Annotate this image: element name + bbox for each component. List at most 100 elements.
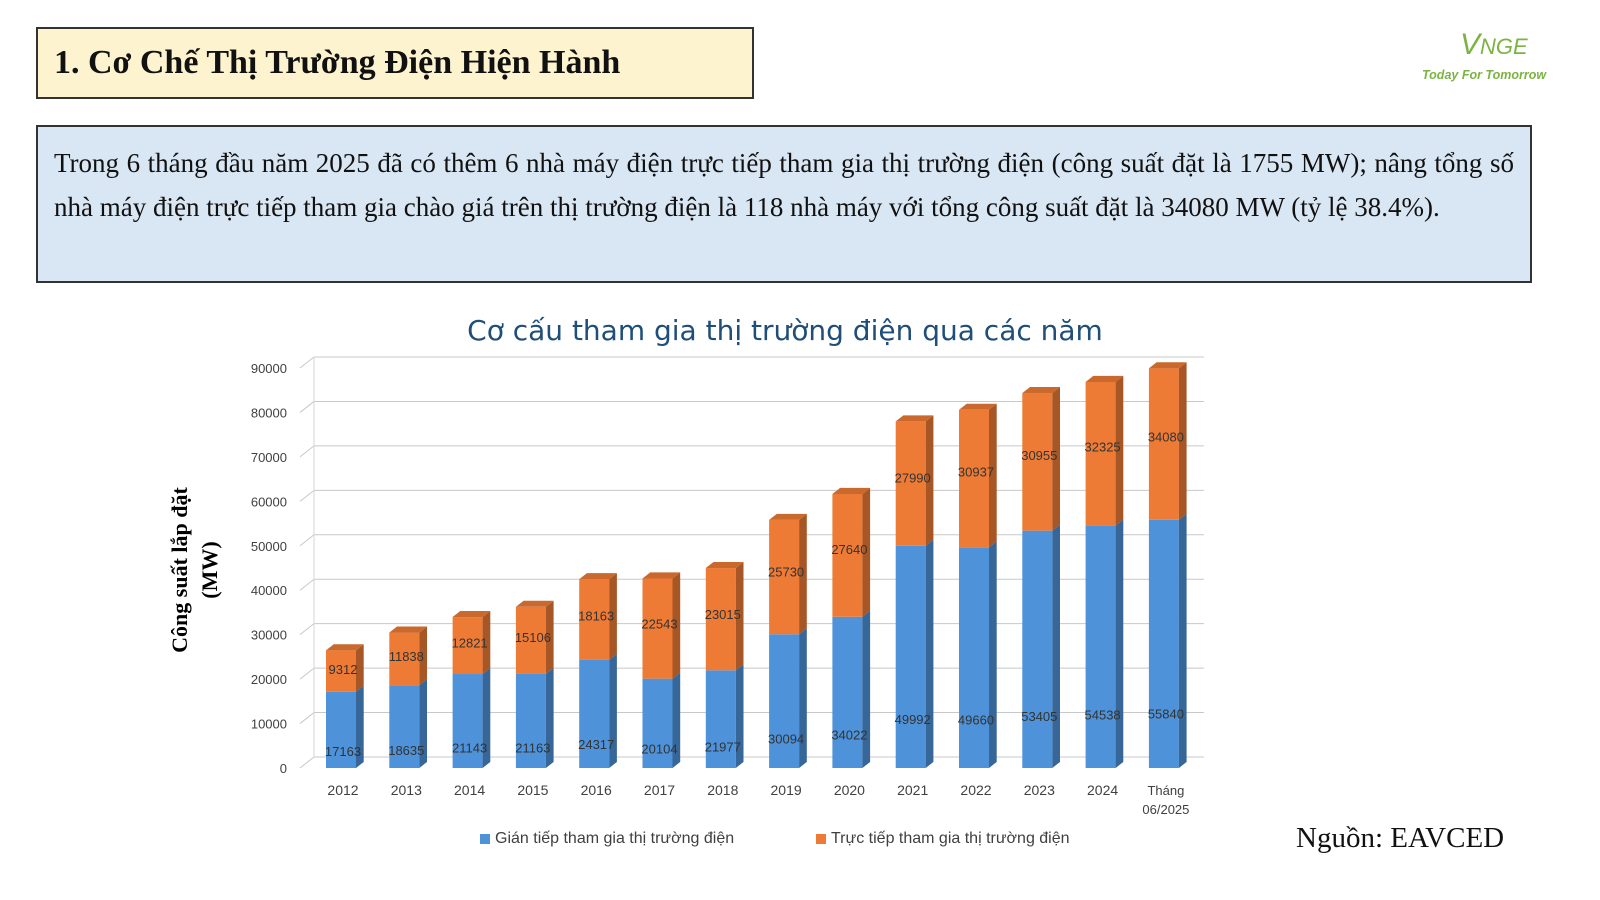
gridline-slant [299, 756, 315, 769]
bar-side-indirect [419, 679, 427, 768]
bar-indirect [452, 674, 483, 768]
bar-side-indirect [799, 628, 807, 768]
x-tick-label: 2018 [707, 782, 738, 798]
legend-label-indirect: Gián tiếp tham gia thị trường điện [495, 830, 735, 847]
bar-top [579, 573, 617, 580]
x-tick-label: 2022 [960, 782, 991, 798]
data-label-direct: 22543 [641, 617, 677, 632]
data-label-indirect: 34022 [831, 728, 867, 743]
data-label-direct: 9312 [329, 662, 358, 677]
gridline-slant [299, 445, 315, 458]
chart-legend: Gián tiếp tham gia thị trường điện Trực … [480, 830, 1140, 854]
bar-side-direct [862, 487, 871, 617]
data-label-direct: 15106 [515, 630, 551, 645]
source-note: Nguồn: EAVCED [1296, 822, 1505, 854]
gridline-slant [299, 578, 315, 591]
data-label-direct: 32325 [1085, 440, 1121, 455]
bar-direct [1148, 368, 1179, 520]
x-tick-label: 2012 [327, 782, 358, 798]
y-tick-label: 20000 [251, 672, 287, 687]
legend-swatch-direct [816, 834, 826, 844]
bar-side-direct [799, 513, 807, 635]
bar-indirect [959, 547, 989, 768]
data-label-direct: 12821 [452, 636, 488, 651]
summary-box: Trong 6 tháng đầu năm 2025 đã có thêm 6 … [36, 125, 1532, 283]
bar-side-direct [356, 644, 364, 692]
x-tick-label: 2024 [1087, 782, 1118, 798]
y-tick-label: 0 [280, 761, 287, 776]
gridline-slant [299, 401, 315, 413]
gridline-slant [299, 623, 315, 636]
bar-top [1148, 362, 1187, 369]
x-tick-label: 2017 [644, 782, 675, 798]
page-title: 1. Cơ Chế Thị Trường Điện Hiện Hành [36, 27, 754, 99]
bar-top [326, 644, 364, 651]
bar-side-direct [1115, 375, 1124, 526]
bar-direct [959, 409, 989, 548]
bar-top [389, 626, 427, 633]
bar-top [515, 600, 554, 607]
bar-side-indirect [862, 610, 871, 768]
gridline-slant [299, 489, 315, 502]
logo-mark-v: V [1460, 28, 1481, 61]
x-tick-label: 2019 [771, 782, 802, 798]
bar-top [1022, 387, 1060, 394]
bar-side-direct [419, 626, 427, 686]
bar-direct [895, 421, 926, 546]
bar-side-direct [989, 403, 997, 548]
data-label-indirect: 30094 [768, 732, 804, 747]
bar-top [452, 610, 491, 618]
data-label-indirect: 53405 [1021, 709, 1057, 724]
data-label-indirect: 21143 [452, 740, 487, 755]
legend-label-direct: Trực tiếp tham gia thị trường điện [831, 830, 1070, 847]
bar-side-direct [545, 600, 554, 674]
bar-direct [515, 606, 546, 674]
data-label-indirect: 55840 [1148, 706, 1184, 721]
bar-side-indirect [1052, 524, 1060, 768]
data-label-indirect: 24317 [578, 737, 614, 752]
bar-indirect [832, 616, 863, 768]
bar-direct [1022, 393, 1053, 531]
bar-side-indirect [925, 539, 934, 768]
x-tick-label: 2016 [581, 782, 612, 798]
bar-indirect [705, 670, 736, 768]
x-tick-label: 2023 [1024, 782, 1055, 798]
chart-title: Cơ cấu tham gia thị trường điện qua các … [467, 314, 1103, 347]
data-label-direct: 25730 [768, 564, 804, 579]
x-tick-label: 2013 [391, 782, 422, 798]
bar-side-direct [925, 415, 934, 546]
data-label-direct: 30937 [958, 465, 994, 480]
bar-direct [832, 493, 863, 617]
bar-indirect [1022, 530, 1053, 768]
bar-indirect [389, 685, 420, 768]
bar-direct [452, 617, 483, 675]
bar-indirect [326, 691, 356, 768]
x-tick-label: Tháng [1147, 783, 1184, 798]
x-tick-label: 2014 [454, 782, 485, 798]
gridline-slant [299, 712, 315, 724]
bar-direct [1085, 381, 1116, 526]
data-label-indirect: 20104 [641, 741, 677, 756]
x-tick-label: 2020 [834, 782, 865, 798]
bar-indirect [579, 659, 610, 768]
data-label-direct: 23015 [705, 607, 741, 622]
y-tick-label: 50000 [251, 539, 287, 554]
bar-side-indirect [735, 664, 744, 768]
data-label-indirect: 54538 [1085, 708, 1121, 723]
bar-top [832, 487, 871, 494]
bar-indirect [515, 673, 546, 768]
y-tick-label: 10000 [251, 717, 287, 732]
bar-side-direct [1178, 362, 1187, 520]
bar-side-indirect [672, 672, 681, 768]
bar-direct [389, 632, 420, 686]
x-tick-label: 2021 [897, 782, 928, 798]
data-label-indirect: 18635 [388, 743, 424, 758]
bar-direct [326, 650, 356, 692]
bar-side-indirect [1178, 513, 1187, 768]
gridline-slant [299, 667, 315, 680]
bar-side-indirect [1115, 519, 1124, 768]
bar-side-indirect [356, 685, 364, 768]
bar-top [895, 415, 934, 422]
bar-indirect [769, 634, 800, 768]
